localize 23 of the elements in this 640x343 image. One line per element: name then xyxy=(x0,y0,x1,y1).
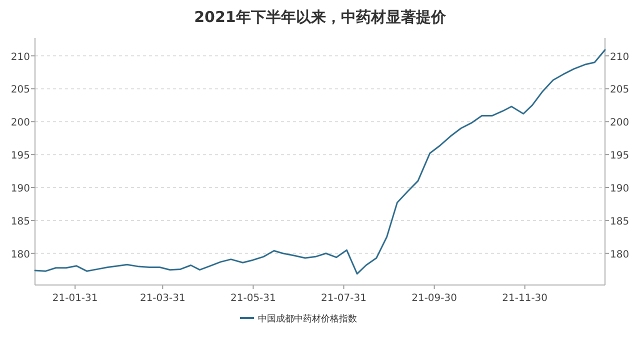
y-tick-label: 190 xyxy=(10,184,30,195)
x-tick-label: 21-07-31 xyxy=(321,293,366,304)
y2-tick-label: 205 xyxy=(610,84,630,96)
y-tick-label: 180 xyxy=(10,249,30,260)
y-tick-label: 205 xyxy=(10,84,30,96)
y2-tick-label: 195 xyxy=(610,150,630,162)
y-tick-label: 185 xyxy=(10,216,30,228)
y2-tick-label: 180 xyxy=(610,249,630,260)
y2-tick-label: 185 xyxy=(610,216,630,228)
y-tick-label: 210 xyxy=(10,52,30,63)
x-tick-label: 21-11-30 xyxy=(502,293,548,304)
y2-tick-label: 210 xyxy=(610,52,630,63)
y-tick-label: 195 xyxy=(10,150,30,162)
x-tick-label: 21-05-31 xyxy=(230,293,276,304)
y-tick-label: 200 xyxy=(10,118,30,129)
x-tick-label: 21-03-31 xyxy=(140,293,186,304)
x-tick-label: 21-09-30 xyxy=(412,293,457,304)
legend-label: 中国成都中药材价格指数 xyxy=(258,314,357,324)
x-tick-label: 21-01-31 xyxy=(52,293,98,304)
y2-tick-label: 190 xyxy=(610,184,630,195)
legend: 中国成都中药材价格指数 xyxy=(240,314,357,324)
y2-tick-label: 200 xyxy=(610,118,630,129)
title: 2021年下半年以来，中药材显著提价 xyxy=(194,8,446,26)
